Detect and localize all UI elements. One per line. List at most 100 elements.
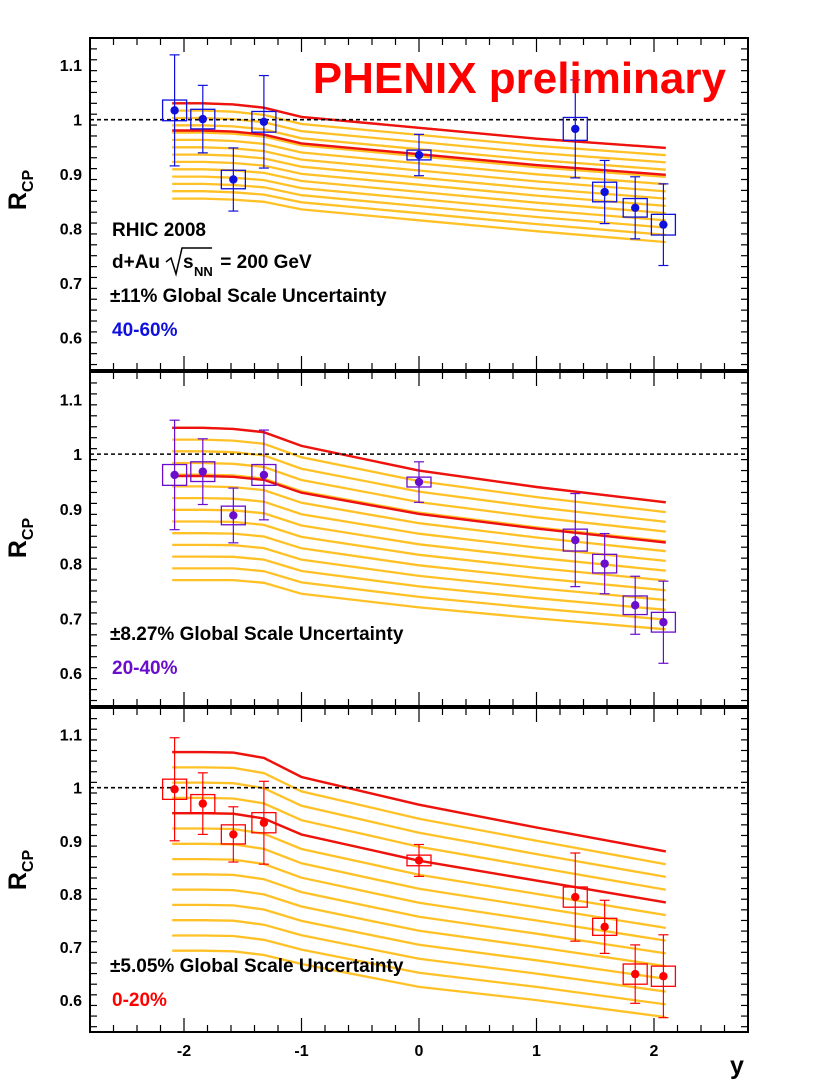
band-line [172,781,666,879]
band-line [172,934,666,1006]
centrality-label-20-40: 20-40% [112,658,178,679]
data-marker [198,114,207,124]
collision-energy-label: d+Au s NN = 200 GeV [112,247,312,279]
band-line [172,578,666,631]
sys-error-box [622,197,648,218]
band-line [172,160,666,208]
y-tick-label: 1.1 [60,728,82,745]
sys-error-box [562,116,588,141]
sys-error-box [562,528,588,552]
data-points-20-40 [161,419,677,664]
band-line [172,888,666,968]
y-axis-label-20-40: RCP [4,518,37,559]
band-upper-edge [172,102,666,150]
sys-error-box [251,463,277,486]
data-point [592,159,618,225]
data-marker [631,203,640,213]
x-tick-label: 1 [532,1043,541,1060]
data-marker [631,601,640,610]
y-tick-label: 0.9 [60,834,82,851]
band-line [172,485,666,553]
band-lower-edge [172,474,666,544]
sys-error-box [622,963,648,985]
sys-error-box [406,854,432,867]
y-tick-label: 0.6 [60,330,82,347]
data-point [190,84,216,154]
data-marker [259,470,269,480]
data-marker [414,856,424,865]
data-point [406,133,432,177]
data-marker [571,892,580,902]
band-line [172,919,666,993]
band-upper-edge [172,750,667,853]
y-tick-label: 0.8 [60,221,82,238]
data-marker [414,477,424,487]
data-marker [170,106,179,115]
data-point [251,780,277,865]
data-marker [600,559,609,568]
y-tick-label: 0.9 [60,502,82,519]
sys-error-box [650,611,677,633]
data-point [622,176,648,240]
sys-error-box [251,110,277,133]
data-marker [170,470,179,480]
data-point [220,487,247,544]
band-upper-edge [172,426,666,504]
sys-error-box [190,793,216,814]
y-tick-label: 0.8 [60,557,82,574]
band-line [172,153,666,200]
data-point [161,54,188,167]
nn-subscript: NN [194,264,213,279]
band-lines-0-20 [172,750,667,1019]
data-point [650,934,677,1019]
band-line [172,182,666,229]
sys-error-box [190,108,216,130]
band-line [172,842,666,930]
band-line [172,949,666,1019]
sys-error-box [592,917,618,936]
band-line [172,461,666,533]
run-label: RHIC 2008 [112,220,206,241]
sys-error-box [592,553,618,574]
data-marker [198,467,207,476]
sys-error-box [592,181,618,203]
data-point [220,147,247,212]
sys-error-box [220,824,247,845]
sys-error-box [406,476,432,488]
data-marker [259,117,269,127]
data-marker [659,618,668,627]
y-tick-label: 1.1 [60,392,82,409]
data-point [161,419,188,531]
band-line [172,873,666,955]
data-point [622,944,648,1004]
data-point [650,183,677,267]
data-marker [170,785,179,794]
x-tick-label: 2 [650,1043,659,1060]
data-marker [414,150,424,160]
centrality-label-40-60: 40-60% [112,320,178,341]
band-line [172,532,666,592]
x-tick-label: 0 [415,1043,424,1060]
sys-error-box [406,149,432,161]
data-marker [229,511,238,520]
sys-error-box [562,886,588,908]
y-tick-label: 0.7 [60,611,82,628]
band-line [172,197,666,244]
data-point [622,575,648,635]
band-line [172,450,666,524]
sys-error-box [161,778,188,801]
y-tick-label: 1 [73,113,82,130]
sys-error-box [190,461,216,483]
data-marker [600,187,609,197]
band-line [172,508,666,572]
global-scale-uncertainty-0-20: ±5.05% Global Scale Uncertainty [110,956,404,977]
data-marker [571,124,580,134]
data-points-40-60 [161,54,677,267]
sqrt-symbol [165,247,212,277]
y-tick-label: 1 [73,781,82,798]
data-marker [600,922,609,932]
band-line [172,796,666,891]
band-lines-20-40 [172,426,666,631]
sys-error-box [161,99,188,122]
sys-error-box [220,505,247,526]
